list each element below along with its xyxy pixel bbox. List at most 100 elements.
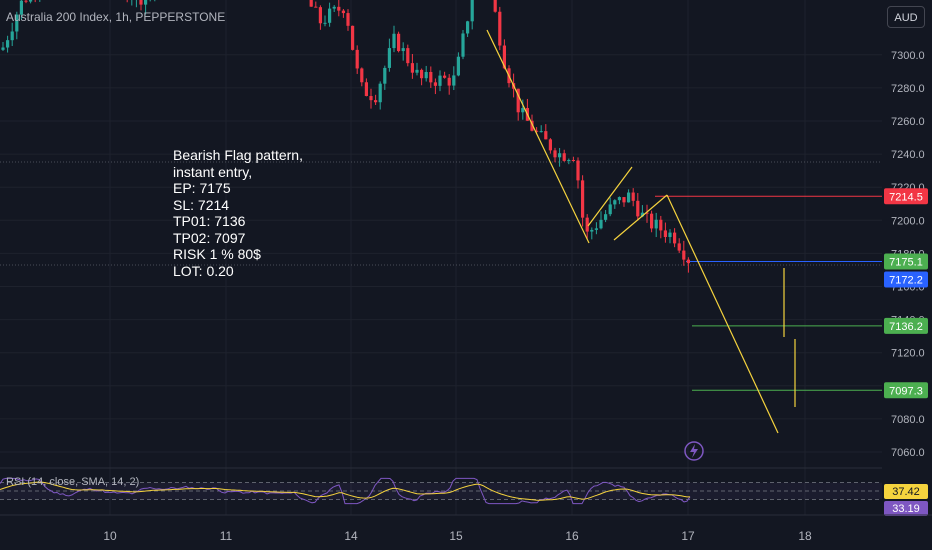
candle-body [608, 204, 612, 215]
candle-body [387, 48, 391, 68]
price-level-lines [655, 195, 882, 391]
candle-body [516, 88, 520, 113]
x-tick-label: 15 [449, 529, 463, 543]
candle-body [498, 11, 502, 46]
candle-body [470, 0, 474, 22]
candle-body [668, 232, 672, 238]
y-tick-label: 7060.0 [891, 447, 925, 459]
y-tick-label: 7120.0 [891, 348, 925, 360]
candle-body [530, 120, 534, 131]
candle-body [654, 219, 658, 229]
x-tick-label: 17 [681, 529, 695, 543]
x-tick-label: 14 [344, 529, 358, 543]
flag-drawing-line [613, 194, 668, 241]
candle-body [613, 200, 617, 205]
candle-body [650, 213, 654, 229]
annotation-line: TP01: 7136 [173, 213, 246, 229]
flag-drawing-line [486, 29, 590, 244]
candle-body [636, 200, 640, 217]
candle-body [323, 22, 327, 24]
candle-body [617, 197, 621, 201]
candle-body [438, 75, 442, 86]
candle-body [461, 33, 465, 57]
rsi-sma-value: 37.42 [892, 486, 920, 498]
rsi-value: 33.19 [892, 503, 920, 515]
candle-body [645, 212, 649, 214]
candle-body [351, 25, 355, 50]
candle-body [640, 212, 644, 217]
annotation-line: SL: 7214 [173, 196, 230, 213]
x-tick-label: 11 [220, 529, 233, 543]
candle-body [15, 14, 19, 32]
price-tag-tp01-bg [884, 317, 928, 334]
candle-body [447, 77, 451, 86]
candle-body [562, 153, 566, 161]
candle-body [369, 96, 373, 101]
candle-body [309, 0, 313, 7]
candle-body [443, 75, 447, 78]
candle-body [24, 0, 28, 2]
flag-drawing-line [587, 166, 633, 227]
candle-body [594, 228, 598, 230]
candle-body [521, 108, 525, 113]
candle-body [604, 214, 608, 220]
candle-body [139, 0, 143, 5]
candlesticks [1, 0, 690, 273]
candle-body [374, 100, 378, 103]
candle-body [581, 180, 585, 218]
price-tag-sl-bg [884, 188, 928, 205]
candle-body [415, 69, 419, 73]
candle-body [493, 0, 497, 12]
currency-button[interactable]: AUD [887, 6, 925, 28]
price-tag-tp01: 7136.2 [889, 321, 923, 333]
candle-body [502, 45, 506, 69]
candle-body [406, 48, 410, 64]
rsi-value-tag-bg [884, 501, 928, 516]
price-tag-entry: 7175.1 [889, 257, 923, 269]
price-tag-sl: 7214.5 [889, 191, 923, 203]
candle-body [548, 139, 552, 151]
candle-body [622, 197, 626, 203]
x-tick-label: 16 [565, 529, 579, 543]
candle-body [332, 6, 336, 9]
rsi-sma-tag-bg [884, 484, 928, 499]
price-tag-tp02: 7097.3 [889, 385, 923, 397]
candle-body [392, 33, 396, 49]
candle-body [627, 192, 631, 203]
candle-body [19, 0, 23, 15]
x-tick-label: 18 [798, 529, 812, 543]
candle-body [429, 71, 433, 83]
candle-body [682, 250, 686, 260]
candle-body [673, 232, 677, 244]
candle-body [686, 259, 690, 264]
annotation-line: instant entry, [173, 163, 253, 180]
candle-body [571, 159, 575, 161]
candle-body [535, 130, 539, 132]
rsi-pane: 37.42 33.19 [0, 467, 928, 516]
annotation-line: LOT: 0.20 [173, 262, 234, 279]
candle-body [599, 219, 603, 229]
candle-body [6, 40, 10, 48]
candle-body [328, 8, 332, 23]
flag-drawing-line [666, 194, 779, 434]
candle-body [318, 7, 322, 24]
candle-body [677, 243, 681, 251]
candle-body [585, 217, 589, 232]
candle-body [410, 63, 414, 73]
candle-body [401, 48, 405, 52]
candle-body [341, 10, 345, 14]
y-tick-label: 7280.0 [891, 83, 925, 95]
y-tick-label: 7080.0 [891, 414, 925, 426]
candle-body [314, 6, 318, 8]
candle-body [346, 13, 350, 26]
y-tick-label: 7260.0 [891, 116, 925, 128]
candle-body [383, 67, 387, 84]
candle-body [364, 82, 368, 97]
flash-icon[interactable] [684, 441, 704, 461]
candle-body [590, 229, 594, 232]
y-tick-label: 7200.0 [891, 215, 925, 227]
candle-body [544, 131, 548, 140]
price-tags: 7214.5 7175.1 7172.2 7136.2 7097.3 [884, 188, 928, 399]
price-tag-tp02-bg [884, 382, 928, 399]
